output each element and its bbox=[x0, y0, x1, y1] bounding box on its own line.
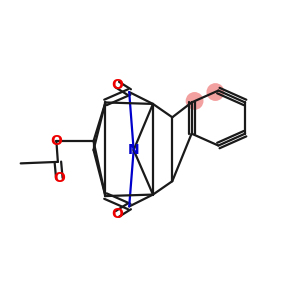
Text: O: O bbox=[111, 207, 123, 221]
Circle shape bbox=[206, 83, 224, 101]
Text: N: N bbox=[128, 143, 140, 157]
Text: O: O bbox=[53, 171, 65, 185]
Circle shape bbox=[186, 92, 203, 110]
Text: O: O bbox=[50, 134, 62, 148]
Text: O: O bbox=[111, 78, 123, 92]
